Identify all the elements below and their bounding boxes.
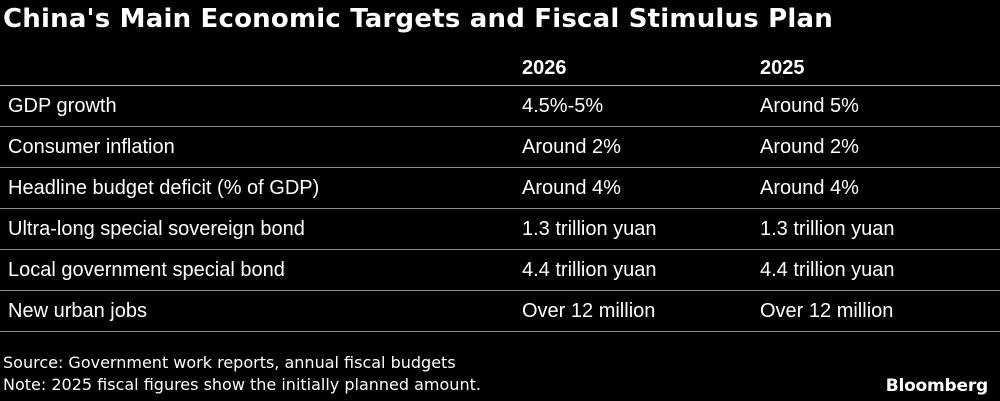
value-2025: Over 12 million [760,299,894,322]
table-header-row: 2026 2025 [0,46,1000,86]
targets-table: 2026 2025 GDP growth 4.5%-5% Around 5% C… [0,46,1000,332]
table-row: New urban jobs Over 12 million Over 12 m… [0,291,1000,332]
value-2026: 1.3 trillion yuan [522,217,657,240]
value-2026: 4.5%-5% [522,94,604,117]
table-row: Headline budget deficit (% of GDP) Aroun… [0,168,1000,209]
row-label: New urban jobs [8,299,147,322]
value-2026: Around 4% [522,176,621,199]
page-title: China's Main Economic Targets and Fiscal… [3,4,833,34]
source-note: Source: Government work reports, annual … [3,353,456,372]
planned-amount-note: Note: 2025 fiscal figures show the initi… [3,375,481,394]
value-2025: Around 4% [760,176,859,199]
row-label: Ultra-long special sovereign bond [8,217,305,240]
value-2026: 4.4 trillion yuan [522,258,657,281]
row-label: GDP growth [8,94,117,117]
value-2025: Around 5% [760,94,859,117]
value-2025: 1.3 trillion yuan [760,217,895,240]
bloomberg-logo: Bloomberg [885,376,989,396]
header-2026: 2026 [522,57,567,79]
row-label: Headline budget deficit (% of GDP) [8,176,320,199]
value-2026: Around 2% [522,135,621,158]
table-row: GDP growth 4.5%-5% Around 5% [0,86,1000,127]
footnotes: Source: Government work reports, annual … [3,352,481,396]
value-2025: 4.4 trillion yuan [760,258,895,281]
value-2026: Over 12 million [522,299,656,322]
row-label: Consumer inflation [8,135,175,158]
table-row: Consumer inflation Around 2% Around 2% [0,127,1000,168]
table-row: Ultra-long special sovereign bond 1.3 tr… [0,209,1000,250]
value-2025: Around 2% [760,135,859,158]
table-row: Local government special bond 4.4 trilli… [0,250,1000,291]
row-label: Local government special bond [8,258,285,281]
header-2025: 2025 [760,57,805,79]
